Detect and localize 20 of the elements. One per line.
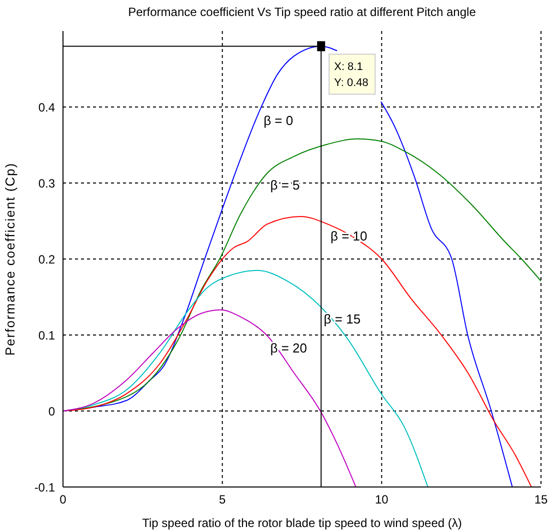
y-tick-label: 0.4 — [38, 100, 56, 114]
y-tick-label: 0.1 — [38, 328, 56, 342]
y-tick-label: 0 — [48, 404, 56, 418]
chart-title: Performance coefficient Vs Tip speed ratio at different Pitch angle — [127, 5, 477, 19]
annotation: β = 20 — [270, 340, 308, 356]
annotation: X: 8.1 Y: 0.48 — [334, 61, 368, 90]
x-axis-title: Tip speed ratio of the rotor blade tip speed to wind speed (λ) — [142, 516, 462, 530]
annotation: β = 5 — [270, 178, 300, 193]
x-tick-label: 15 — [534, 492, 548, 507]
annotation: β = 15 — [324, 311, 361, 326]
x-tick-label: 0 — [60, 492, 67, 507]
y-axis-title: Performance coefficient (Cp) — [2, 162, 18, 356]
x-tick-label: 5 — [218, 492, 226, 507]
y-tick-label: 0.2 — [38, 252, 56, 266]
y-tick-label: 0.3 — [38, 176, 56, 190]
x-tick-label: 10 — [374, 492, 389, 507]
y-tick-label: -0.1 — [34, 480, 56, 494]
annotation: β = 10 — [330, 228, 368, 244]
annotation: β = 0 — [264, 113, 294, 128]
line-series — [63, 216, 532, 487]
